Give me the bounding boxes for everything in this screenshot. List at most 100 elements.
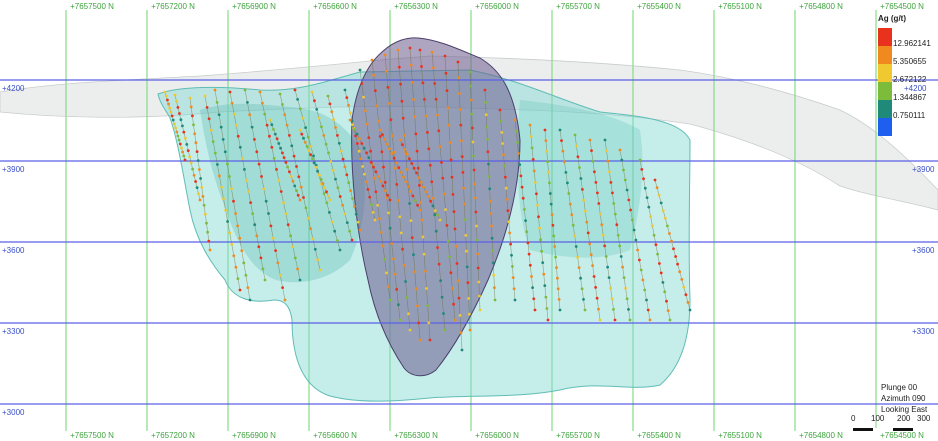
assay-sample (388, 102, 391, 105)
grade-legend: Ag (g/t) 12.962141 5.350655 2.672122 1.3… (874, 14, 936, 154)
assay-sample (206, 230, 210, 234)
assay-sample (403, 133, 406, 137)
assay-sample (470, 112, 474, 116)
drill-hole (259, 91, 301, 281)
assay-sample (517, 152, 520, 155)
assay-sample (530, 146, 534, 150)
assay-sample (437, 129, 441, 133)
assay-sample (431, 204, 435, 208)
assay-sample (449, 271, 453, 275)
assay-sample (590, 149, 593, 153)
assay-sample (433, 213, 437, 217)
plunge-label: Plunge 00 (881, 383, 918, 392)
assay-sample (386, 285, 390, 288)
drill-hole (384, 54, 411, 331)
assay-sample (382, 165, 385, 169)
assay-sample (213, 88, 217, 92)
drill-hole (574, 134, 601, 321)
assay-sample (356, 142, 359, 145)
assay-sample (246, 101, 249, 104)
assay-sample (358, 137, 361, 141)
assay-sample (331, 169, 335, 172)
assay-sample (261, 267, 265, 271)
assay-sample (513, 118, 517, 122)
view-orientation: Plunge 00 Azimuth 090 Looking East (881, 382, 927, 415)
assay-sample (178, 142, 182, 146)
assay-sample (549, 202, 553, 206)
assay-sample (293, 88, 297, 92)
assay-sample (378, 217, 381, 221)
assay-sample (547, 171, 550, 174)
assay-sample (271, 236, 275, 240)
assay-sample (682, 285, 686, 289)
assay-sample (665, 299, 668, 303)
assay-sample (423, 98, 426, 101)
drill-hole (639, 159, 671, 321)
assay-sample (379, 231, 383, 234)
assay-sample (577, 266, 581, 269)
assay-sample (182, 154, 186, 158)
assay-sample (484, 101, 487, 104)
assay-sample (286, 165, 289, 169)
assay-sample (528, 263, 532, 267)
drill-hole (419, 49, 446, 331)
assay-sample (395, 183, 399, 186)
assay-sample (567, 192, 571, 195)
assay-sample (504, 186, 508, 190)
assay-sample (170, 114, 174, 118)
assay-sample (678, 270, 682, 274)
assay-sample (322, 192, 326, 195)
legend-title: Ag (g/t) (878, 14, 906, 23)
assay-sample (191, 114, 194, 118)
assay-sample (537, 215, 540, 219)
northing-label-top: +7656000 N (475, 2, 519, 11)
assay-sample (318, 173, 321, 177)
assay-sample (486, 138, 489, 141)
northing-label-bottom: +7657200 N (151, 431, 195, 440)
assay-sample (275, 168, 278, 171)
assay-sample (180, 146, 183, 150)
assay-sample (424, 190, 428, 194)
assay-sample (192, 123, 195, 127)
assay-sample (292, 154, 296, 158)
assay-sample (404, 280, 407, 283)
assay-sample (558, 128, 562, 132)
drill-hole (619, 149, 651, 321)
assay-sample (611, 191, 614, 195)
legend-value: 12.962141 (893, 39, 931, 48)
assay-sample (376, 175, 380, 178)
assay-sample (327, 151, 330, 155)
assay-sample (501, 142, 504, 145)
assay-sample (420, 218, 424, 222)
assay-sample (434, 229, 438, 233)
assay-sample (315, 108, 319, 111)
assay-sample (293, 256, 297, 260)
assay-sample (169, 110, 173, 114)
assay-sample (357, 149, 361, 153)
assay-sample (625, 188, 629, 192)
assay-sample (244, 273, 248, 277)
assay-sample (408, 157, 411, 161)
assay-sample (201, 195, 205, 198)
assay-sample (456, 60, 460, 64)
assay-sample (493, 298, 497, 302)
assay-sample (592, 275, 596, 278)
legend-value: 2.672122 (893, 75, 927, 84)
assay-sample (258, 90, 262, 94)
northing-label-top: +7656300 N (394, 2, 438, 11)
assay-sample (418, 48, 422, 52)
drill-hole (279, 93, 321, 271)
assay-sample (538, 226, 541, 230)
assay-sample (383, 138, 387, 141)
assay-sample (445, 224, 449, 227)
assay-sample (509, 242, 512, 246)
assay-sample (442, 312, 445, 315)
assay-sample (174, 126, 178, 130)
assay-sample (507, 220, 511, 224)
assay-sample (460, 155, 464, 159)
assay-sample (597, 307, 600, 311)
assay-sample (659, 201, 663, 205)
assay-sample (528, 123, 532, 127)
assay-sample (173, 122, 176, 126)
